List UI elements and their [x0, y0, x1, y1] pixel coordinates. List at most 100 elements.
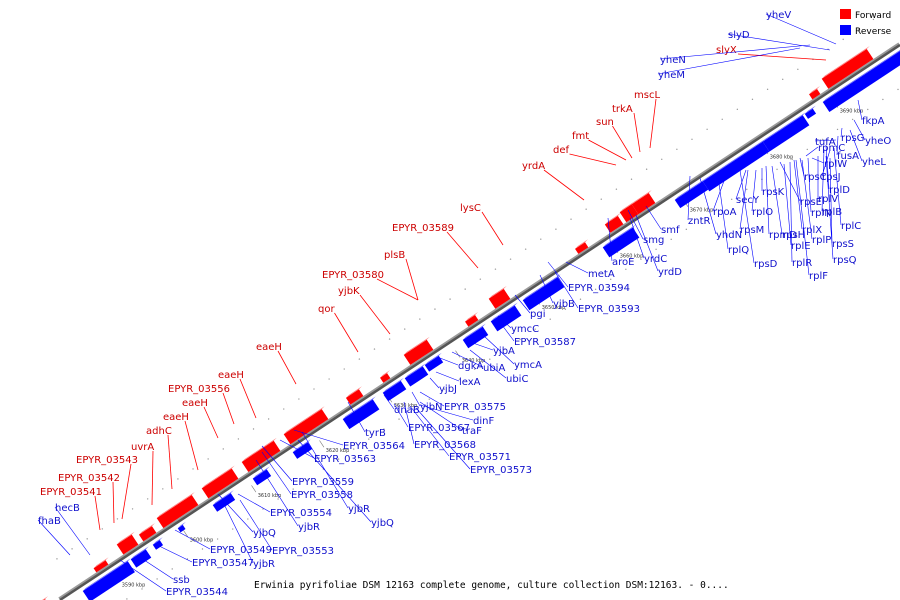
- reverse-gene-label[interactable]: slyD: [728, 30, 750, 41]
- reverse-gene-label[interactable]: smg: [643, 235, 664, 246]
- reverse-gene-label[interactable]: rpsG: [841, 133, 864, 144]
- reverse-gene-label[interactable]: rplO: [752, 207, 773, 218]
- reverse-gene-label[interactable]: EPYR_03573: [470, 465, 532, 476]
- reverse-gene-label[interactable]: dnaB: [394, 405, 420, 416]
- reverse-gene-block[interactable]: [152, 540, 164, 550]
- reverse-gene-block[interactable]: [490, 305, 522, 332]
- reverse-gene-label[interactable]: rpsK: [762, 187, 785, 198]
- reverse-gene-label[interactable]: tyrB: [365, 428, 386, 439]
- forward-gene-block[interactable]: [345, 389, 364, 405]
- reverse-gene-label[interactable]: EPYR_03593: [578, 304, 640, 315]
- forward-gene-label[interactable]: EPYR_03580: [322, 270, 384, 281]
- reverse-gene-block[interactable]: [292, 442, 313, 459]
- forward-gene-label[interactable]: mscL: [634, 90, 660, 101]
- forward-gene-label[interactable]: plsB: [384, 250, 405, 261]
- forward-gene-block[interactable]: [201, 468, 239, 499]
- reverse-gene-label[interactable]: yjbJ: [439, 384, 457, 395]
- reverse-gene-block[interactable]: [822, 49, 900, 113]
- forward-gene-block[interactable]: [156, 494, 199, 529]
- reverse-gene-label[interactable]: ymcC: [511, 324, 539, 335]
- forward-gene-label[interactable]: eaeH: [218, 370, 244, 381]
- reverse-gene-label[interactable]: yjbQ: [253, 528, 276, 539]
- forward-gene-label[interactable]: lysC: [460, 203, 481, 214]
- forward-gene-label[interactable]: qor: [318, 304, 335, 315]
- reverse-gene-label[interactable]: EPYR_03554: [270, 508, 332, 519]
- reverse-gene-label[interactable]: rplN: [811, 208, 832, 219]
- reverse-gene-label[interactable]: dgkA: [458, 361, 483, 372]
- forward-gene-label[interactable]: EPYR_03543: [76, 455, 138, 466]
- forward-gene-block[interactable]: [809, 89, 821, 100]
- reverse-gene-label[interactable]: EPYR_03558: [291, 490, 353, 501]
- reverse-gene-label[interactable]: secY: [736, 195, 760, 206]
- reverse-gene-label[interactable]: yheV: [766, 10, 791, 21]
- reverse-gene-label[interactable]: EPYR_03564: [343, 441, 405, 452]
- forward-gene-block[interactable]: [93, 560, 109, 573]
- reverse-gene-label[interactable]: fhaB: [38, 516, 61, 527]
- reverse-gene-label[interactable]: yheN: [660, 55, 686, 66]
- reverse-gene-label[interactable]: yheM: [658, 70, 685, 81]
- reverse-gene-label[interactable]: yjbQ: [371, 518, 394, 529]
- reverse-gene-label[interactable]: traF: [462, 426, 482, 437]
- reverse-gene-label[interactable]: dinF: [473, 416, 494, 427]
- reverse-gene-block[interactable]: [177, 524, 186, 533]
- reverse-gene-label[interactable]: rpsH: [782, 230, 805, 241]
- reverse-gene-label[interactable]: rplQ: [728, 245, 749, 256]
- forward-gene-label[interactable]: eaeH: [256, 342, 282, 353]
- forward-gene-block[interactable]: [380, 373, 391, 383]
- reverse-gene-block[interactable]: [424, 355, 444, 372]
- reverse-gene-label[interactable]: rplD: [829, 185, 850, 196]
- reverse-gene-label[interactable]: yhdN: [716, 230, 742, 241]
- forward-gene-block[interactable]: [488, 288, 511, 309]
- forward-gene-block[interactable]: [631, 193, 656, 215]
- reverse-gene-label[interactable]: EPYR_03547: [192, 558, 254, 569]
- reverse-gene-label[interactable]: yheO: [865, 136, 891, 147]
- reverse-gene-label[interactable]: rpoA: [713, 207, 737, 218]
- reverse-gene-label[interactable]: rplR: [792, 258, 812, 269]
- reverse-gene-block[interactable]: [674, 181, 709, 209]
- forward-gene-block[interactable]: [403, 339, 434, 365]
- reverse-gene-label[interactable]: rpsM: [740, 225, 764, 236]
- reverse-gene-label[interactable]: yheL: [862, 157, 886, 168]
- reverse-gene-block[interactable]: [252, 469, 272, 486]
- reverse-gene-label[interactable]: yjbR: [298, 522, 320, 533]
- forward-gene-label[interactable]: eaeH: [182, 398, 208, 409]
- reverse-gene-label[interactable]: EPYR_03568: [414, 440, 476, 451]
- forward-gene-label[interactable]: yjbK: [338, 286, 360, 297]
- reverse-gene-label[interactable]: rplB: [822, 207, 842, 218]
- forward-gene-label[interactable]: yrdA: [522, 161, 545, 172]
- reverse-gene-label[interactable]: rplP: [812, 235, 831, 246]
- reverse-gene-label[interactable]: hecB: [55, 503, 80, 514]
- forward-gene-label[interactable]: EPYR_03556: [168, 384, 230, 395]
- reverse-gene-block[interactable]: [462, 326, 489, 349]
- reverse-gene-label[interactable]: rplF: [809, 271, 828, 282]
- forward-gene-block[interactable]: [138, 526, 157, 542]
- forward-gene-block[interactable]: [283, 409, 329, 445]
- reverse-gene-label[interactable]: EPYR_03549: [210, 545, 272, 556]
- reverse-gene-label[interactable]: rpsQ: [833, 255, 857, 266]
- reverse-gene-label[interactable]: rpsE: [800, 197, 822, 208]
- reverse-gene-block[interactable]: [602, 227, 640, 258]
- forward-gene-label[interactable]: fmt: [572, 131, 589, 142]
- reverse-gene-label[interactable]: yjbB: [553, 299, 575, 310]
- reverse-gene-label[interactable]: yjbN: [420, 402, 443, 413]
- forward-gene-label[interactable]: slyX: [716, 45, 737, 56]
- reverse-gene-label[interactable]: EPYR_03571: [449, 452, 511, 463]
- reverse-gene-label[interactable]: EPYR_03587: [514, 337, 576, 348]
- reverse-gene-label[interactable]: rplC: [841, 221, 861, 232]
- reverse-gene-label[interactable]: ubiC: [506, 374, 528, 385]
- forward-gene-label[interactable]: EPYR_03541: [40, 487, 102, 498]
- reverse-gene-label[interactable]: rpsD: [754, 259, 778, 270]
- reverse-gene-block[interactable]: [130, 549, 152, 568]
- forward-gene-label[interactable]: eaeH: [163, 412, 189, 423]
- reverse-gene-block[interactable]: [342, 399, 380, 430]
- forward-gene-block[interactable]: [575, 242, 589, 254]
- reverse-gene-block[interactable]: [762, 115, 810, 152]
- reverse-gene-label[interactable]: EPYR_03567: [408, 423, 470, 434]
- forward-gene-label[interactable]: sun: [596, 117, 614, 128]
- reverse-gene-label[interactable]: rpsJ: [822, 172, 841, 183]
- reverse-gene-label[interactable]: ssb: [173, 575, 190, 586]
- forward-gene-label[interactable]: EPYR_03589: [392, 223, 454, 234]
- reverse-gene-label[interactable]: ymcA: [514, 360, 542, 371]
- forward-gene-label[interactable]: EPYR_03542: [58, 473, 120, 484]
- reverse-gene-label[interactable]: yjbA: [493, 346, 515, 357]
